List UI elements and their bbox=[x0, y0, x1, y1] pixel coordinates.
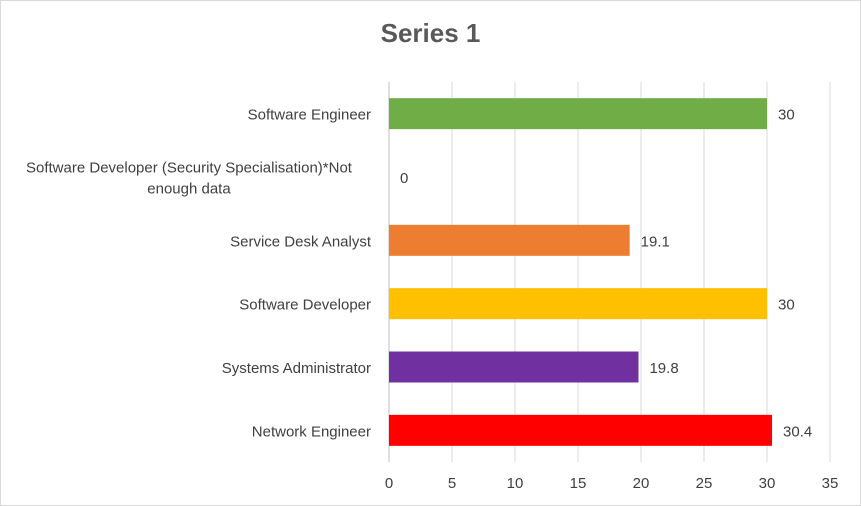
x-tick-label: 30 bbox=[759, 475, 776, 492]
x-tick-label: 0 bbox=[385, 475, 393, 492]
category-label: enough data bbox=[147, 181, 231, 198]
chart-title: Series 1 bbox=[380, 18, 481, 48]
data-label: 30 bbox=[778, 297, 795, 314]
x-tick-label: 5 bbox=[448, 475, 456, 492]
bar bbox=[389, 98, 767, 130]
x-tick-label: 15 bbox=[570, 475, 587, 492]
bar bbox=[389, 224, 630, 256]
category-label: Software Developer (Security Specialisat… bbox=[26, 160, 353, 177]
x-tick-label: 25 bbox=[696, 475, 713, 492]
bar bbox=[389, 414, 773, 446]
data-label: 30.4 bbox=[783, 423, 812, 440]
category-label: Systems Administrator bbox=[222, 360, 371, 377]
data-label: 19.8 bbox=[649, 360, 678, 377]
x-tick-label: 10 bbox=[507, 475, 524, 492]
x-tick-label: 35 bbox=[822, 475, 839, 492]
category-label: Software Engineer bbox=[248, 107, 371, 124]
bar bbox=[389, 351, 639, 383]
data-label: 0 bbox=[400, 170, 408, 187]
category-label: Service Desk Analyst bbox=[230, 233, 372, 250]
category-label: Network Engineer bbox=[252, 423, 371, 440]
bar bbox=[389, 288, 767, 320]
data-label: 30 bbox=[778, 107, 795, 124]
data-label: 19.1 bbox=[641, 233, 670, 250]
x-tick-label: 20 bbox=[633, 475, 650, 492]
category-label: Software Developer bbox=[239, 297, 371, 314]
